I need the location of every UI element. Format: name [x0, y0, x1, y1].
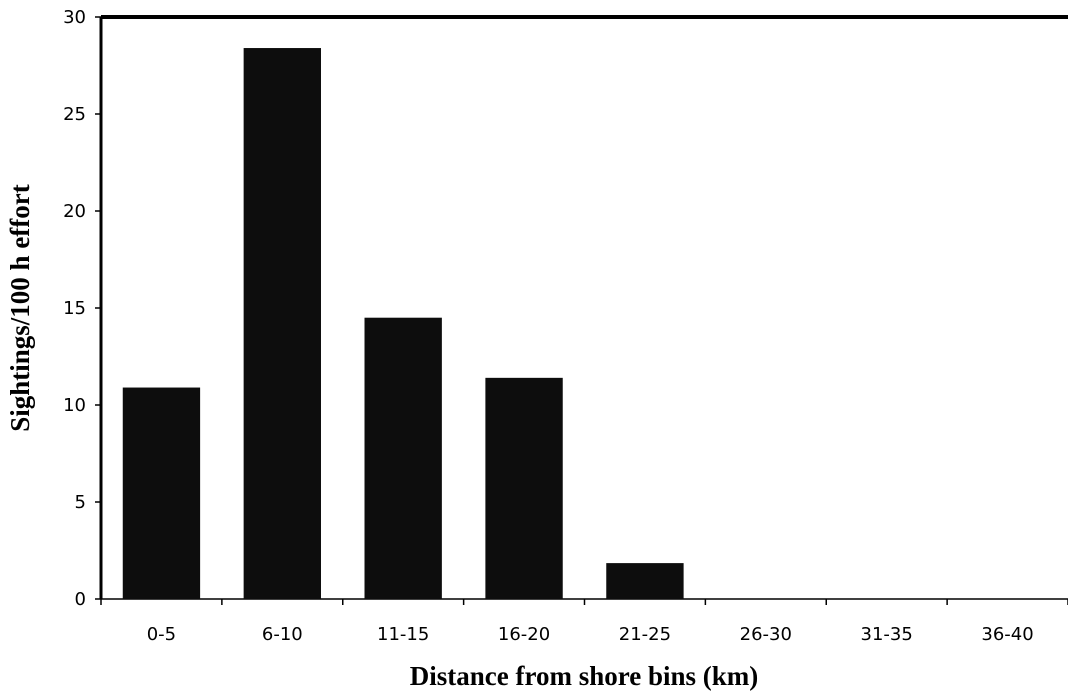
bar-21-25 — [606, 563, 684, 599]
bars — [122, 48, 684, 600]
y-tick-label: 30 — [63, 7, 86, 28]
y-axis-ticks: 0 5 10 15 20 25 30 — [63, 7, 101, 610]
y-tick-label: 5 — [75, 492, 86, 513]
x-axis-title: Distance from shore bins (km) — [410, 661, 759, 691]
bar-16-20 — [485, 377, 563, 599]
bar-11-15 — [364, 317, 442, 599]
y-tick-label: 10 — [63, 395, 86, 416]
y-tick-label: 0 — [75, 589, 86, 610]
x-tick-label: 0-5 — [147, 624, 176, 645]
y-tick-label: 20 — [63, 201, 86, 222]
bar-0-5 — [122, 387, 201, 599]
y-tick-label: 25 — [63, 104, 86, 125]
x-tick-label: 6-10 — [262, 624, 303, 645]
y-tick-label: 15 — [63, 298, 86, 319]
bar-6-10 — [243, 48, 321, 600]
x-tick-label: 26-30 — [740, 624, 792, 645]
x-axis-ticks: 0-5 6-10 11-15 16-20 21-25 26-30 31-35 36-40 — [100, 599, 1068, 645]
x-tick-label: 31-35 — [861, 624, 913, 645]
y-axis-title: Sightings/100 h effort — [5, 184, 35, 432]
x-tick-label: 16-20 — [498, 624, 550, 645]
x-tick-label: 11-15 — [377, 624, 429, 645]
x-tick-label: 36-40 — [981, 624, 1033, 645]
x-tick-label: 21-25 — [619, 624, 671, 645]
